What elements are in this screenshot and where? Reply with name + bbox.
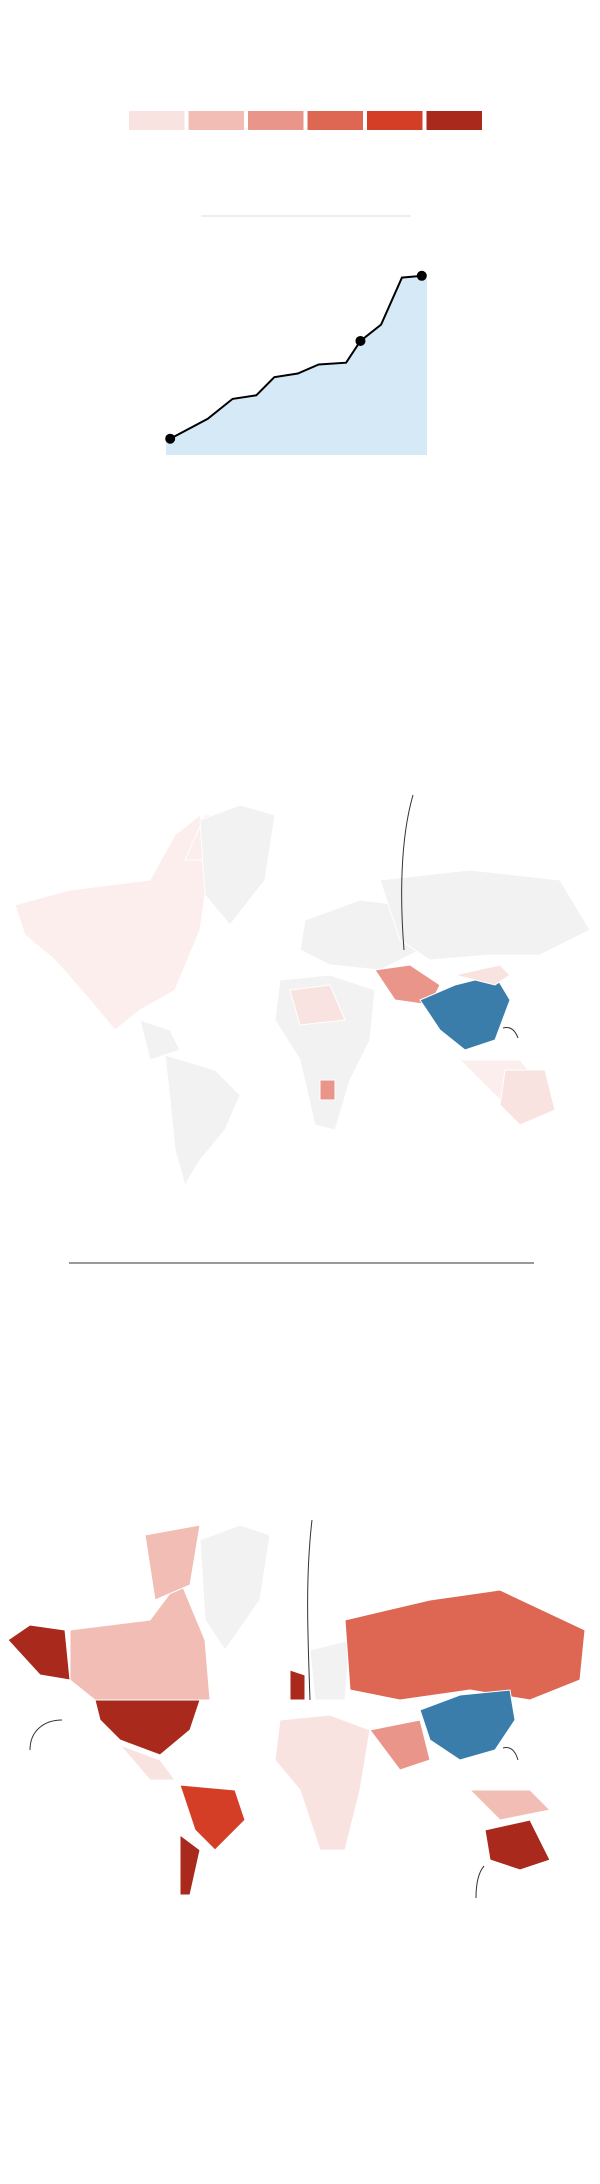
annotation-arrow (29, 1719, 63, 1751)
legend-swatch (248, 111, 304, 130)
legend-swatch (188, 111, 244, 130)
legend-swatch (129, 111, 185, 130)
world-map-2 (7, 1524, 586, 1896)
point (416, 270, 427, 281)
point (165, 433, 176, 444)
point (355, 335, 366, 346)
legend-swatch (307, 111, 363, 130)
annotation-arrow (401, 794, 414, 951)
legend-swatch (367, 111, 423, 130)
annotation-arrow (307, 1519, 313, 1701)
world-map-1 (14, 804, 591, 1187)
area-fill (166, 275, 427, 455)
annotation-arrow (502, 1747, 519, 1761)
line (169, 274, 422, 440)
legend-swatch (426, 111, 482, 130)
annotation-arrow (502, 1027, 519, 1039)
annotation-arrow (475, 1865, 485, 1899)
